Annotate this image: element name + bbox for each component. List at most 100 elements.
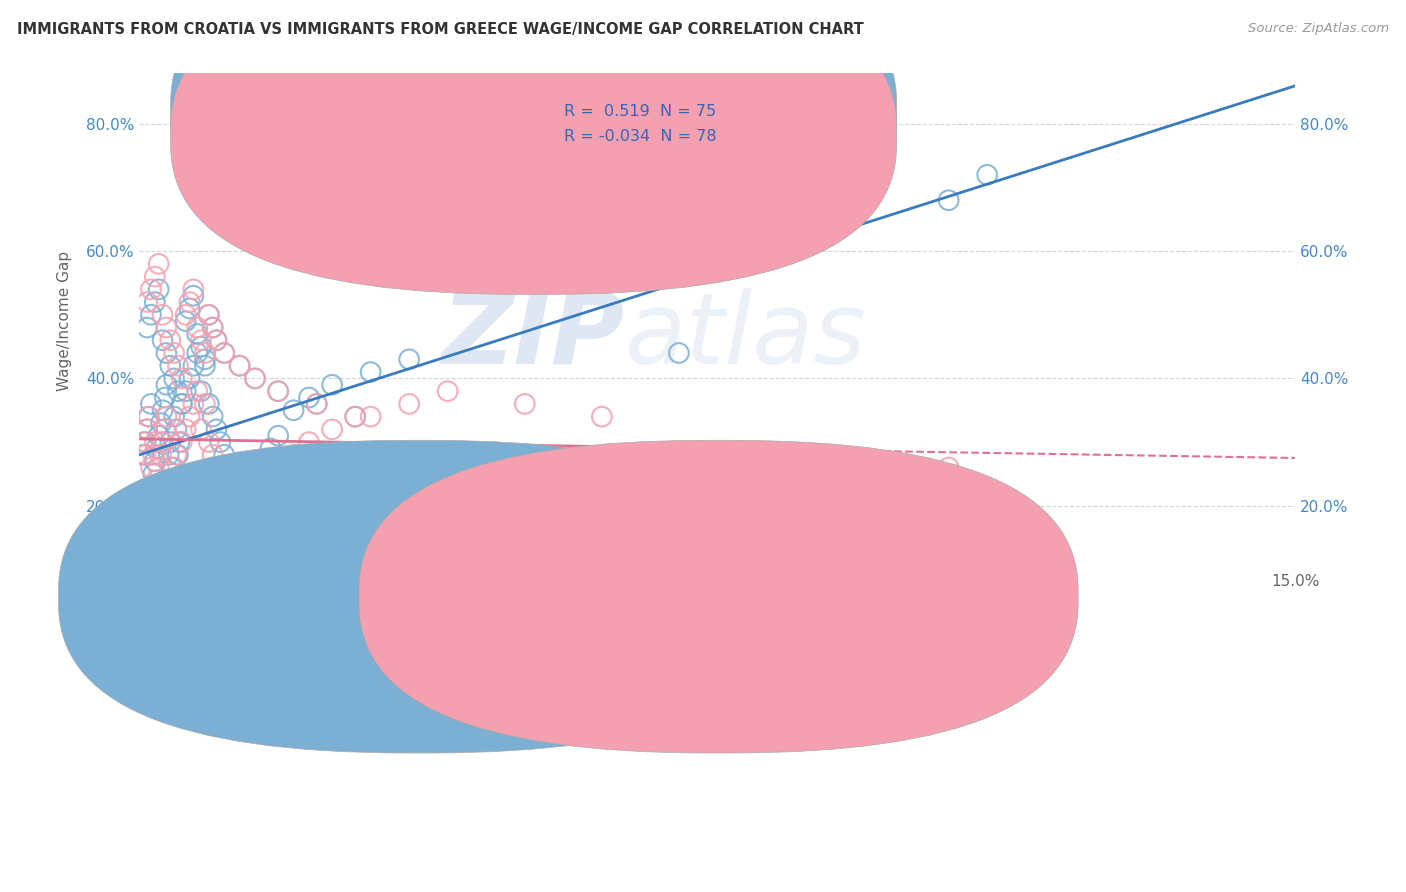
Point: [143, 435, 166, 450]
Point: [183, 359, 205, 373]
Point: [225, 524, 247, 538]
Point: [360, 409, 382, 424]
Point: [179, 371, 201, 385]
Point: [135, 448, 157, 462]
Point: [150, 416, 173, 430]
Point: [186, 326, 208, 341]
Point: [163, 371, 186, 385]
Point: [169, 473, 191, 487]
Point: [157, 486, 180, 500]
Point: [243, 371, 266, 385]
Point: [138, 409, 160, 424]
Point: [221, 511, 243, 525]
Point: [139, 460, 162, 475]
Point: [201, 448, 224, 462]
Point: [228, 359, 250, 373]
Point: [157, 448, 180, 462]
Point: [153, 422, 176, 436]
Point: [976, 168, 998, 182]
Point: [169, 435, 191, 450]
Point: [155, 377, 177, 392]
Point: [136, 295, 159, 310]
Point: [155, 346, 177, 360]
Point: [148, 257, 170, 271]
Point: [155, 409, 177, 424]
Point: [165, 422, 187, 436]
Point: [252, 454, 274, 468]
Point: [159, 359, 181, 373]
Point: [190, 340, 212, 354]
Point: [298, 435, 321, 450]
Text: IMMIGRANTS FROM CROATIA VS IMMIGRANTS FROM GREECE WAGE/INCOME GAP CORRELATION CH: IMMIGRANTS FROM CROATIA VS IMMIGRANTS FR…: [17, 22, 863, 37]
Point: [267, 473, 290, 487]
Text: R = -0.034  N = 78: R = -0.034 N = 78: [564, 128, 716, 144]
Point: [212, 346, 235, 360]
Point: [159, 473, 181, 487]
Point: [142, 448, 165, 462]
Point: [170, 397, 193, 411]
Point: [243, 480, 266, 494]
Point: [283, 403, 305, 417]
Point: [132, 448, 155, 462]
Point: [142, 467, 165, 481]
Point: [283, 448, 305, 462]
Point: [217, 499, 239, 513]
Point: [228, 499, 250, 513]
Point: [167, 359, 190, 373]
Point: [194, 346, 217, 360]
Point: [167, 486, 190, 500]
Point: [344, 409, 367, 424]
Point: [152, 308, 174, 322]
Point: [190, 384, 212, 399]
Point: [152, 435, 174, 450]
Point: [145, 442, 167, 456]
Point: [143, 295, 166, 310]
Point: [591, 409, 613, 424]
Point: [136, 422, 159, 436]
Point: [668, 346, 690, 360]
Point: [152, 333, 174, 347]
Point: [259, 486, 281, 500]
Point: [305, 397, 328, 411]
FancyBboxPatch shape: [498, 93, 780, 155]
Point: [139, 308, 162, 322]
Point: [360, 365, 382, 379]
Point: [436, 384, 458, 399]
Point: [170, 371, 193, 385]
Point: [174, 384, 197, 399]
Point: [201, 409, 224, 424]
Point: [167, 384, 190, 399]
Point: [298, 391, 321, 405]
FancyBboxPatch shape: [170, 0, 897, 269]
Point: [212, 448, 235, 462]
Point: [236, 511, 259, 525]
Point: [148, 282, 170, 296]
Point: [243, 371, 266, 385]
Point: [236, 467, 259, 481]
Point: [198, 308, 221, 322]
Point: [165, 448, 187, 462]
Point: [143, 454, 166, 468]
Point: [170, 435, 193, 450]
Point: [209, 435, 232, 450]
Point: [398, 352, 420, 367]
Point: [132, 435, 155, 450]
Point: [194, 359, 217, 373]
Point: [1015, 537, 1038, 551]
Point: [186, 320, 208, 334]
Point: [136, 422, 159, 436]
Point: [205, 460, 228, 475]
Point: [153, 391, 176, 405]
Point: [174, 308, 197, 322]
Point: [344, 409, 367, 424]
Text: Immigrants from Croatia: Immigrants from Croatia: [437, 589, 626, 604]
Point: [228, 537, 250, 551]
Text: ZIP: ZIP: [441, 287, 624, 384]
Point: [259, 442, 281, 456]
Point: [183, 397, 205, 411]
Point: [938, 194, 960, 208]
Point: [139, 282, 162, 296]
Point: [938, 460, 960, 475]
Point: [783, 448, 806, 462]
Text: Immigrants from Greece: Immigrants from Greece: [738, 589, 927, 604]
